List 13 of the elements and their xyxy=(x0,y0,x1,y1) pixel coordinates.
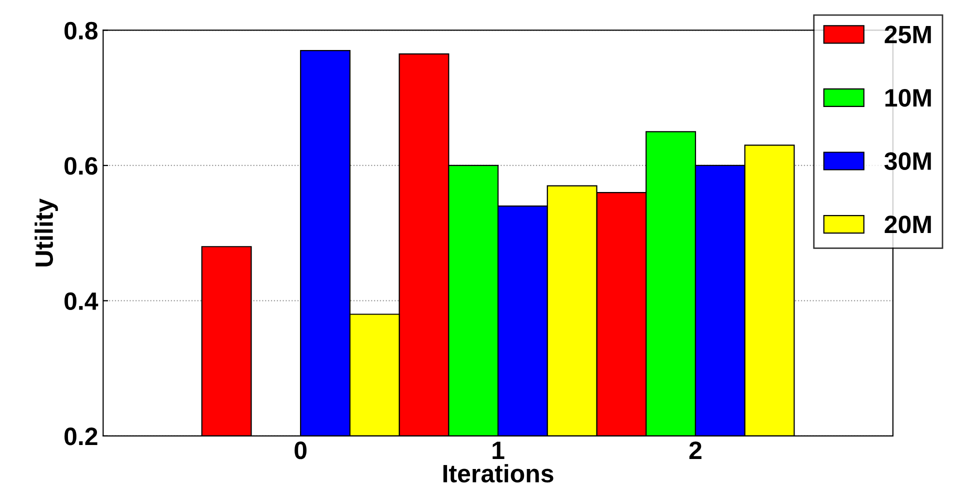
x-axis-title: Iterations xyxy=(443,464,554,482)
y-tick-label: 0.2 xyxy=(64,428,98,446)
legend-label: 10M xyxy=(885,88,931,107)
y-tick-label: 0.4 xyxy=(64,292,98,310)
x-tick-label: 0 xyxy=(294,441,307,460)
y-axis-title: Utility xyxy=(34,198,58,266)
y-tick-label: 0.6 xyxy=(64,157,98,175)
legend-label: 30M xyxy=(884,152,931,170)
x-tick-label: 2 xyxy=(689,441,702,459)
x-tick-label: 1 xyxy=(492,442,504,459)
y-tick-label: 0.8 xyxy=(64,22,98,40)
legend-label: 25M xyxy=(884,26,931,44)
legend-label: 20M xyxy=(884,216,931,234)
